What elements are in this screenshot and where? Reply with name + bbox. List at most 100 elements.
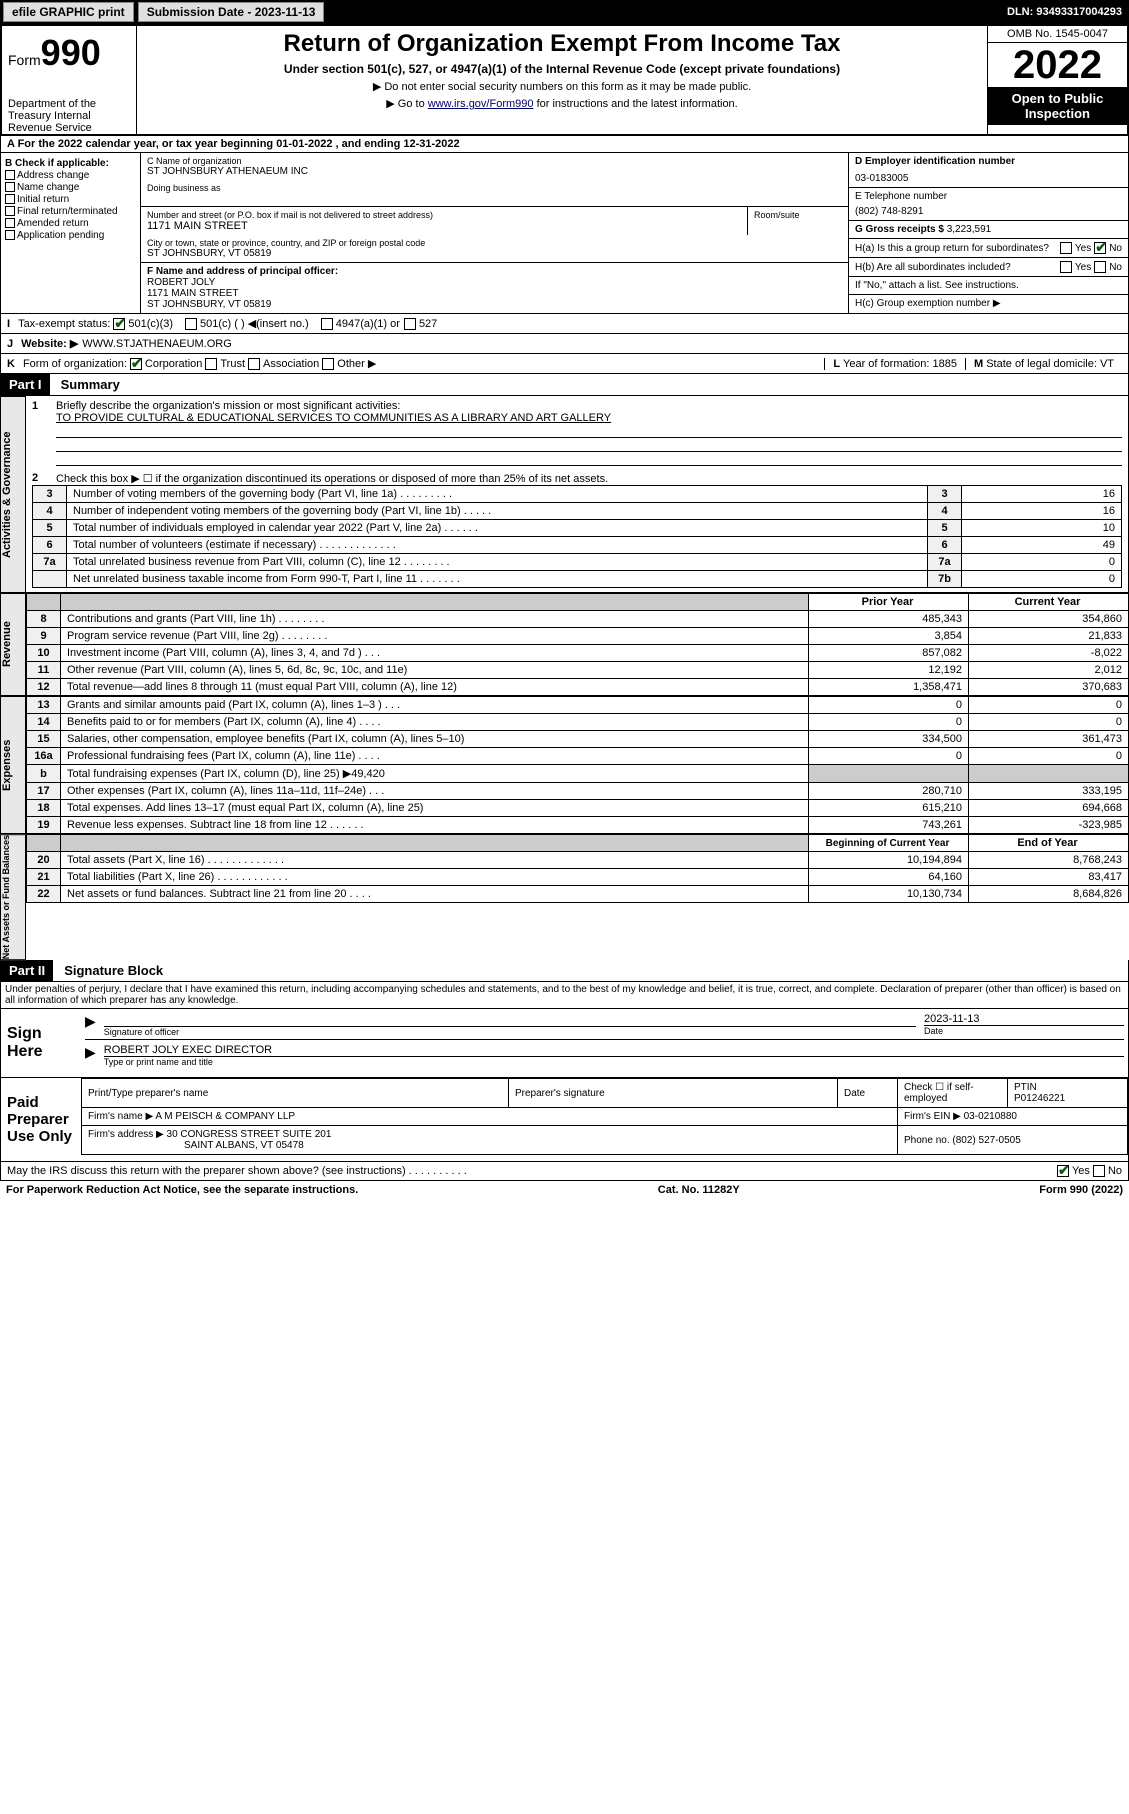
hb-note: If "No," attach a list. See instructions… [849, 277, 1128, 295]
chk-amended-return[interactable]: Amended return [5, 218, 136, 229]
part-i-header: Part I Summary [0, 374, 1129, 396]
table-row: 3Number of voting members of the governi… [33, 486, 1122, 503]
table-row: 20Total assets (Part X, line 16) . . . .… [27, 852, 1129, 869]
chk-4947[interactable] [321, 318, 333, 330]
col-c-org-info: C Name of organization ST JOHNSBURY ATHE… [141, 153, 848, 313]
table-header-row: Prior Year Current Year [27, 594, 1129, 611]
form-subtitle: Under section 501(c), 527, or 4947(a)(1)… [145, 62, 979, 76]
officer-cell: F Name and address of principal officer:… [141, 263, 848, 313]
discuss-yes-checkbox[interactable] [1057, 1165, 1069, 1177]
chk-trust[interactable] [205, 358, 217, 370]
firm-phone: (802) 527-0505 [952, 1135, 1020, 1146]
table-row: bTotal fundraising expenses (Part IX, co… [27, 765, 1129, 783]
hb-no-checkbox[interactable] [1094, 261, 1106, 273]
chk-corporation[interactable] [130, 358, 142, 370]
year-formation: 1885 [932, 358, 956, 370]
city-cell: City or town, state or province, country… [141, 235, 848, 263]
table-row: 12Total revenue—add lines 8 through 11 (… [27, 679, 1129, 696]
officer-name: ROBERT JOLY [147, 277, 842, 288]
chk-address-change[interactable]: Address change [5, 170, 136, 181]
officer-addr2: ST JOHNSBURY, VT 05819 [147, 299, 842, 310]
col-d-ein-phone: D Employer identification number 03-0183… [848, 153, 1128, 313]
phone-cell: E Telephone number (802) 748-8291 [849, 188, 1128, 221]
q1-num: 1 [32, 400, 56, 468]
q2-text: Check this box ▶ ☐ if the organization d… [56, 472, 608, 485]
ha-no-checkbox[interactable] [1094, 242, 1106, 254]
gross-value: 3,223,591 [947, 224, 992, 235]
chk-application-pending[interactable]: Application pending [5, 230, 136, 241]
table-row: 4Number of independent voting members of… [33, 503, 1122, 520]
table-row: 6Total number of volunteers (estimate if… [33, 537, 1122, 554]
page-footer: For Paperwork Reduction Act Notice, see … [0, 1181, 1129, 1199]
table-row: 18Total expenses. Add lines 13–17 (must … [27, 800, 1129, 817]
form-note-1: ▶ Do not enter social security numbers o… [145, 80, 979, 93]
firm-addr-label: Firm's address ▶ [88, 1129, 164, 1140]
form-prefix: Form [8, 52, 41, 68]
submission-date-button[interactable]: Submission Date - 2023-11-13 [138, 2, 325, 22]
arrow-icon: ▶ [85, 1044, 96, 1067]
form-990-number: 990 [41, 32, 101, 73]
dba-label: Doing business as [147, 183, 842, 193]
chk-name-change[interactable]: Name change [5, 182, 136, 193]
prep-self-employed: Check ☐ if self-employed [898, 1079, 1008, 1108]
tab-revenue: Revenue [0, 593, 26, 696]
chk-501c[interactable] [185, 318, 197, 330]
row-a-tax-year: A For the 2022 calendar year, or tax yea… [0, 136, 1129, 153]
table-row: 10Investment income (Part VIII, column (… [27, 645, 1129, 662]
discuss-text: May the IRS discuss this return with the… [7, 1165, 1054, 1177]
sig-date-value: 2023-11-13 [924, 1013, 1124, 1026]
preparer-table: Print/Type preparer's name Preparer's si… [81, 1078, 1128, 1155]
table-row: 5Total number of individuals employed in… [33, 520, 1122, 537]
firm-ein-label: Firm's EIN ▶ [904, 1111, 961, 1122]
chk-527[interactable] [404, 318, 416, 330]
col-end-year: End of Year [969, 835, 1129, 852]
officer-label: F Name and address of principal officer: [147, 266, 842, 277]
row-i-label: I [7, 318, 10, 330]
sign-here-label: Sign Here [1, 1009, 81, 1077]
gross-label: G Gross receipts $ [855, 224, 944, 235]
firm-name-label: Firm's name ▶ [88, 1111, 153, 1122]
street-address: 1171 MAIN STREET [147, 220, 741, 232]
gross-cell: G Gross receipts $ 3,223,591 [849, 221, 1128, 239]
table-row: 13Grants and similar amounts paid (Part … [27, 697, 1129, 714]
chk-final-return[interactable]: Final return/terminated [5, 206, 136, 217]
website-label: Website: ▶ [21, 337, 78, 350]
ein-value: 03-0183005 [855, 173, 1122, 184]
net-assets-table: Beginning of Current Year End of Year 20… [26, 834, 1129, 903]
part-ii-header: Part II Signature Block [0, 960, 1129, 982]
chk-association[interactable] [248, 358, 260, 370]
table-header-row: Beginning of Current Year End of Year [27, 835, 1129, 852]
tax-year: 2022 [988, 43, 1127, 87]
row-i-tax-exempt: I Tax-exempt status: 501(c)(3) 501(c) ( … [0, 314, 1129, 334]
form-title: Return of Organization Exempt From Incom… [145, 30, 979, 58]
row-k-label: K [7, 358, 15, 370]
ha-yes-checkbox[interactable] [1060, 242, 1072, 254]
irs-link[interactable]: www.irs.gov/Form990 [428, 98, 534, 110]
row-k-form-org: K Form of organization: Corporation Trus… [0, 354, 1129, 374]
chk-501c3[interactable] [113, 318, 125, 330]
declaration-text: Under penalties of perjury, I declare th… [0, 982, 1129, 1009]
col-beg-year: Beginning of Current Year [809, 835, 969, 852]
hc-text: H(c) Group exemption number ▶ [849, 295, 1128, 312]
table-row: 21Total liabilities (Part X, line 26) . … [27, 869, 1129, 886]
tab-governance: Activities & Governance [0, 396, 26, 593]
hb-cell: H(b) Are all subordinates included? Yes … [849, 258, 1128, 277]
part-i-title: Summary [53, 377, 120, 392]
efile-print-button[interactable]: efile GRAPHIC print [3, 2, 134, 22]
hb-yes-checkbox[interactable] [1060, 261, 1072, 273]
discuss-no-checkbox[interactable] [1093, 1165, 1105, 1177]
ptin-value: P01246221 [1014, 1093, 1065, 1104]
hb-text: H(b) Are all subordinates included? [855, 262, 1057, 273]
chk-other[interactable] [322, 358, 334, 370]
revenue-table: Prior Year Current Year 8Contributions a… [26, 593, 1129, 696]
chk-initial-return[interactable]: Initial return [5, 194, 136, 205]
phone-value: (802) 748-8291 [855, 206, 1122, 217]
state-domicile: VT [1100, 358, 1114, 370]
q2-num: 2 [32, 472, 56, 485]
arrow-icon: ▶ [85, 1013, 96, 1037]
tab-expenses: Expenses [0, 696, 26, 834]
phone-label: E Telephone number [855, 191, 1122, 202]
row-j-website: J Website: ▶ WWW.STJATHENAEUM.ORG [0, 334, 1129, 354]
form-number: Form990 [8, 32, 132, 74]
ptin-label: PTIN [1014, 1082, 1037, 1093]
